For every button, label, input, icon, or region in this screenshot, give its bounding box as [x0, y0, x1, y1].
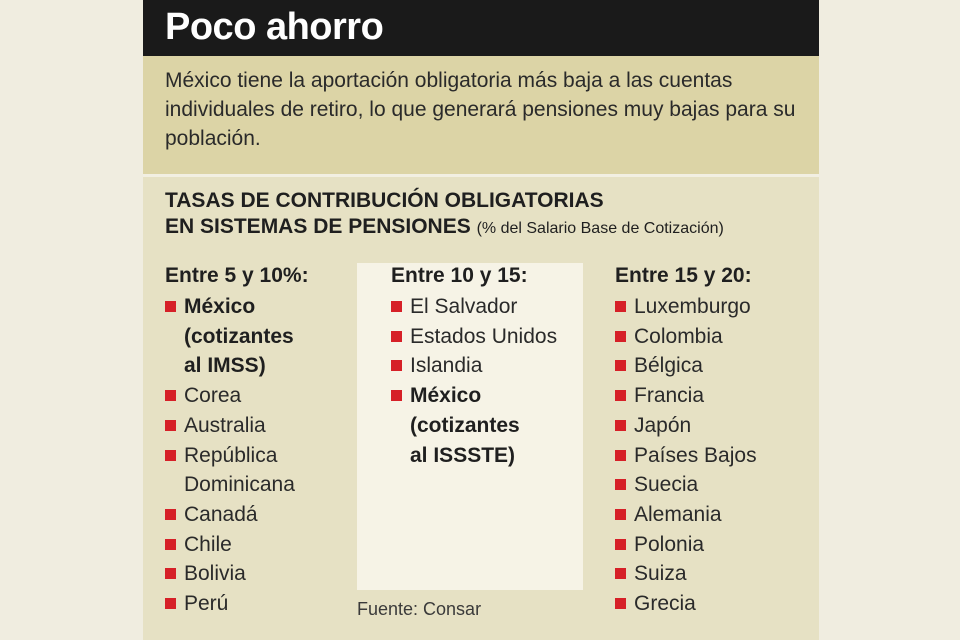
column-header: Entre 5 y 10%:: [165, 264, 309, 287]
bullet-square-icon: [615, 568, 626, 580]
country-label: Suiza: [634, 562, 687, 586]
bullet-square-icon: [391, 360, 402, 372]
country-label: Japón: [634, 413, 692, 437]
country-label: Alemania: [634, 502, 722, 526]
page-title: Poco ahorro: [165, 6, 384, 48]
list-item: México (cotizantes al ISSSTE): [391, 381, 557, 470]
country-label: Francia: [634, 384, 705, 408]
source-note: Fuente: Consar: [357, 599, 482, 619]
heading-line-2-text: EN SISTEMAS DE PENSIONES: [165, 215, 471, 238]
list-item: Colombia: [615, 322, 757, 352]
section-heading: TASAS DE CONTRIBUCIÓN OBLIGATORIAS EN SI…: [165, 188, 805, 242]
bullet-square-icon: [615, 419, 626, 431]
middle-column-panel: [357, 263, 583, 590]
country-label: Dominicana: [184, 473, 295, 497]
country-label: México: [184, 295, 256, 318]
list-item: Suiza: [615, 559, 757, 589]
list-item: Perú: [165, 589, 309, 619]
country-label: Chile: [184, 532, 232, 556]
bullet-square-icon: [615, 508, 626, 520]
list-item: Alemania: [615, 500, 757, 530]
intro-text: México tiene la aportación obligatoria m…: [165, 69, 796, 150]
list-item: Corea: [165, 381, 309, 411]
bullet-square-icon: [165, 390, 176, 402]
country-label: al ISSSTE): [410, 443, 516, 467]
country-label: Grecia: [634, 592, 696, 616]
column-header: Entre 10 y 15:: [391, 264, 528, 287]
list-item: Chile: [165, 530, 309, 560]
country-label: (cotizantes: [410, 413, 520, 437]
bullet-square-icon: [165, 419, 176, 431]
bullet-square-icon: [615, 598, 626, 610]
column-header: Entre 15 y 20:: [615, 264, 752, 287]
bullet-square-icon: [165, 538, 176, 550]
list-item: Países Bajos: [615, 441, 757, 471]
country-list: Luxemburgo Colombia Bélgica Francia Japón Paí…: [615, 292, 757, 619]
country-label: Perú: [184, 592, 229, 616]
title-bar: Poco ahorro: [143, 0, 819, 56]
bullet-square-icon: [391, 390, 402, 402]
heading-note: (% del Salario Base de Cotización): [476, 220, 724, 237]
country-label: Canadá: [184, 502, 258, 526]
divider: [143, 174, 819, 177]
column-5-10: Entre 5 y 10%: México (cotizantes al IMSS)…: [165, 263, 309, 619]
column-15-20: Entre 15 y 20: Luxemburgo Colombia Bélgica…: [615, 263, 757, 619]
country-label: Luxemburgo: [634, 295, 751, 318]
list-item: Estados Unidos: [391, 322, 557, 352]
country-list: El Salvador Estados Unidos Islandia México (…: [391, 292, 557, 470]
country-label: Polonia: [634, 532, 705, 556]
country-label: Islandia: [410, 354, 483, 378]
heading-line-1: TASAS DE CONTRIBUCIÓN OBLIGATORIAS: [165, 189, 604, 212]
country-label: República: [184, 443, 278, 467]
bullet-square-icon: [391, 330, 402, 342]
country-label: Estados Unidos: [410, 324, 558, 348]
list-item: Polonia: [615, 530, 757, 560]
country-label: México: [410, 384, 482, 408]
bullet-square-icon: [165, 568, 176, 580]
list-item: Bolivia: [165, 559, 309, 589]
country-label: Suecia: [634, 473, 699, 497]
country-label: Colombia: [634, 324, 723, 348]
country-label: Bolivia: [184, 562, 246, 586]
list-item: Canadá: [165, 500, 309, 530]
bullet-square-icon: [615, 538, 626, 550]
bullet-square-icon: [615, 449, 626, 461]
country-label: Bélgica: [634, 354, 703, 378]
bullet-square-icon: [615, 390, 626, 402]
country-label: El Salvador: [410, 295, 518, 318]
bullet-square-icon: [165, 508, 176, 520]
bullet-square-icon: [165, 301, 176, 312]
bullet-square-icon: [165, 449, 176, 461]
infographic-card: Poco ahorro México tiene la aportación o…: [143, 0, 819, 640]
column-10-15: Entre 10 y 15: El Salvador Estados Unidos…: [391, 263, 557, 470]
list-item: México (cotizantes al IMSS): [165, 292, 309, 381]
country-label: (cotizantes: [184, 324, 294, 348]
country-label: Corea: [184, 384, 242, 408]
bullet-square-icon: [615, 479, 626, 491]
list-item: Luxemburgo: [615, 292, 757, 322]
intro-box: México tiene la aportación obligatoria m…: [143, 56, 819, 174]
heading-line-2: EN SISTEMAS DE PENSIONES (% del Salario …: [165, 214, 805, 242]
bullet-square-icon: [615, 301, 626, 312]
bullet-square-icon: [391, 301, 402, 312]
country-label: Países Bajos: [634, 443, 757, 467]
list-item: Islandia: [391, 351, 557, 381]
bullet-square-icon: [615, 360, 626, 372]
bullet-square-icon: [615, 330, 626, 342]
bullet-square-icon: [165, 598, 176, 610]
list-item: Francia: [615, 381, 757, 411]
country-label: Australia: [184, 413, 266, 437]
list-item: Grecia: [615, 589, 757, 619]
list-item: Bélgica: [615, 351, 757, 381]
country-label: al IMSS): [184, 354, 266, 378]
country-list: México (cotizantes al IMSS) Corea Australia R…: [165, 292, 309, 619]
list-item: Japón: [615, 411, 757, 441]
list-item: República Dominicana: [165, 441, 309, 500]
list-item: Suecia: [615, 470, 757, 500]
list-item: El Salvador: [391, 292, 557, 322]
list-item: Australia: [165, 411, 309, 441]
